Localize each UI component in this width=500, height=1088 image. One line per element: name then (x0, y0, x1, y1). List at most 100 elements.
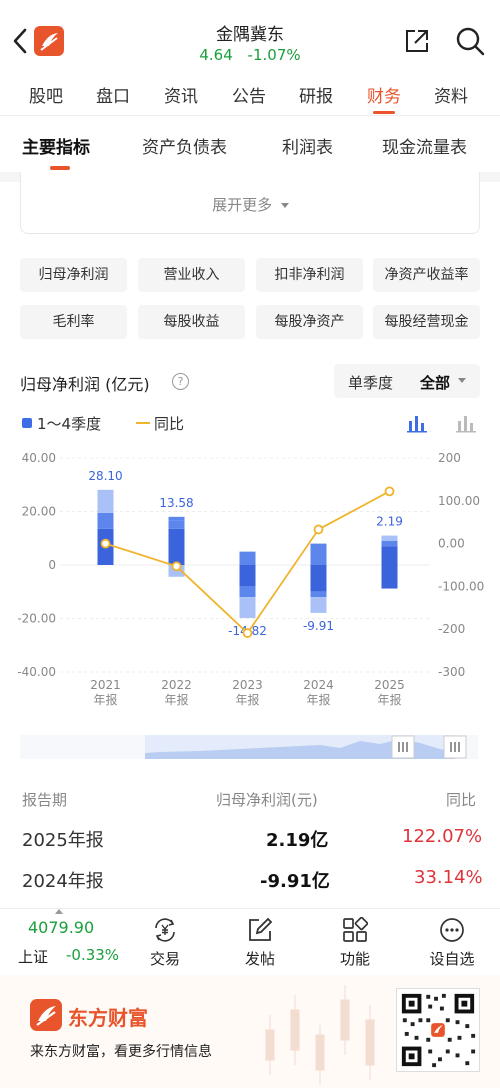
data-label: 13.58 (159, 496, 193, 510)
slider-left-handle[interactable] (391, 735, 415, 759)
sub-tabs: 主要指标 资产负债表 利润表 现金流量表 (0, 116, 500, 172)
chart-range-slider[interactable] (20, 735, 478, 759)
legend-bars-label[interactable]: 1～4季度 (37, 415, 102, 433)
candlestick-decoration (265, 985, 375, 1085)
expand-more-card[interactable]: 展开更多 (20, 172, 480, 234)
index-change: -0.33% (66, 946, 120, 964)
subtab-balance-sheet[interactable]: 资产负债表 (142, 138, 227, 158)
left-axis-tick-label: 20.00 (22, 505, 56, 519)
bar-segment (97, 512, 114, 529)
bar-segment (97, 489, 114, 513)
stock-price: 4.64 (199, 46, 233, 64)
expand-up-icon (55, 909, 63, 914)
legend-bar-swatch (22, 418, 32, 428)
x-axis-tick-label: 年报 (164, 692, 188, 707)
bar-segment (168, 528, 185, 565)
share-icon[interactable] (404, 28, 430, 54)
subtab-cash-flow[interactable]: 现金流量表 (382, 138, 467, 158)
main-tabs: 股吧 盘口 资讯 公告 研报 财务 资料 (0, 72, 500, 116)
period-single-quarter[interactable]: 单季度 (348, 374, 394, 392)
bar-segment (310, 543, 327, 565)
promo-banner[interactable]: 东方财富 来东方财富，看更多行情信息 (0, 975, 500, 1088)
grid-apps-icon (343, 917, 368, 942)
left-axis-tick-label: -40.00 (17, 665, 56, 679)
legend-line-swatch (136, 422, 150, 424)
bar-segment (168, 520, 185, 529)
help-icon[interactable]: ? (172, 373, 189, 390)
tab-research[interactable]: 研报 (299, 87, 333, 107)
left-axis-tick-label: 0 (48, 558, 56, 572)
tab-finance[interactable]: 财务 (367, 87, 401, 107)
right-axis-tick-label: -200 (438, 622, 465, 636)
chip-deducted-net-profit[interactable]: 扣非净利润 (256, 258, 363, 292)
yoy-point (313, 524, 324, 535)
chip-operating-cash-per-share[interactable]: 每股经营现金 (373, 305, 480, 339)
price-line: 4.64 -1.07% (0, 46, 500, 64)
promo-brand: 东方财富 (68, 1006, 148, 1030)
right-axis-tick-label: -300 (438, 665, 465, 679)
nav-functions[interactable]: 功能 (320, 913, 390, 973)
left-axis-tick-label: 40.00 (22, 451, 56, 465)
left-axis-tick-label: -20.00 (17, 612, 56, 626)
bar-segment (310, 591, 327, 598)
chip-eps[interactable]: 每股收益 (138, 305, 245, 339)
stock-change-pct: -1.07% (247, 46, 301, 64)
search-icon[interactable] (455, 26, 485, 56)
yoy-point (242, 628, 253, 638)
x-axis-tick-label: 年报 (377, 692, 401, 707)
expand-more-button[interactable]: 展开更多 (21, 194, 481, 215)
yoy-point (171, 561, 182, 572)
bar-chart-toggle-icon[interactable] (406, 413, 428, 433)
chip-net-profit[interactable]: 归母净利润 (20, 258, 127, 292)
nav-add-watchlist[interactable]: 设自选 (417, 913, 487, 973)
x-axis-tick-label: 年报 (235, 692, 259, 707)
table-header-yoy: 同比 (446, 791, 477, 809)
bar-segment (381, 546, 398, 565)
tab-pankou[interactable]: 盘口 (96, 87, 130, 107)
tab-news[interactable]: 资讯 (164, 87, 198, 107)
x-axis-tick-label: 2022 (161, 678, 192, 692)
subtab-income-statement[interactable]: 利润表 (282, 138, 333, 158)
promo-tagline: 来东方财富，看更多行情信息 (30, 1044, 212, 1060)
subtab-key-metrics[interactable]: 主要指标 (22, 138, 90, 158)
top-header: 金隅冀东 4.64 -1.07% (0, 0, 500, 72)
slider-right-handle[interactable] (443, 735, 467, 759)
legend-line-label[interactable]: 同比 (154, 415, 185, 433)
period-all-dropdown[interactable]: 全部 (420, 374, 451, 392)
bar-segment (310, 565, 327, 592)
yoy-point (384, 486, 395, 497)
chip-revenue[interactable]: 营业收入 (138, 258, 245, 292)
bar-segment (310, 597, 327, 613)
bar-segment (381, 565, 398, 589)
x-axis-tick-label: 2021 (90, 678, 121, 692)
tab-notices[interactable]: 公告 (232, 87, 266, 107)
bar-segment (239, 586, 256, 598)
nav-functions-label: 功能 (339, 950, 370, 968)
app-logo-icon (34, 26, 64, 56)
qr-code-icon (396, 988, 480, 1072)
edit-icon (249, 917, 273, 941)
brand-logo-icon (30, 999, 62, 1031)
table-header-net-profit: 归母净利润(元) (216, 791, 318, 809)
bar-segment (168, 516, 185, 521)
net-profit-chart[interactable]: 40.00 20.00 0 -20.00 -40.00 200 100.00 0.00 -100… (0, 440, 500, 715)
bar-segment (239, 597, 256, 618)
x-axis-tick-label: 2024 (303, 678, 334, 692)
data-label: -9.91 (303, 619, 334, 633)
stock-name: 金隅冀东 (216, 25, 284, 45)
nav-post[interactable]: 发帖 (225, 913, 295, 973)
chip-gross-margin[interactable]: 毛利率 (20, 305, 127, 339)
row-period: 2024年报 (22, 871, 104, 892)
right-axis-tick-label: 0.00 (438, 537, 465, 551)
chip-bvps[interactable]: 每股净资产 (256, 305, 363, 339)
table-header-period: 报告期 (22, 791, 68, 809)
chip-roe[interactable]: 净资产收益率 (373, 258, 480, 292)
tab-profile[interactable]: 资料 (434, 87, 468, 107)
bottom-nav: 4079.90 上证 -0.33% 交易 发帖 功能 (0, 909, 500, 975)
active-subtab-indicator (50, 166, 70, 170)
yoy-point (100, 538, 111, 549)
back-arrow-icon[interactable] (10, 26, 30, 56)
nav-trade[interactable]: 交易 (130, 913, 200, 973)
bar-chart-alt-toggle-icon[interactable] (455, 413, 477, 433)
tab-guba[interactable]: 股吧 (29, 87, 63, 107)
